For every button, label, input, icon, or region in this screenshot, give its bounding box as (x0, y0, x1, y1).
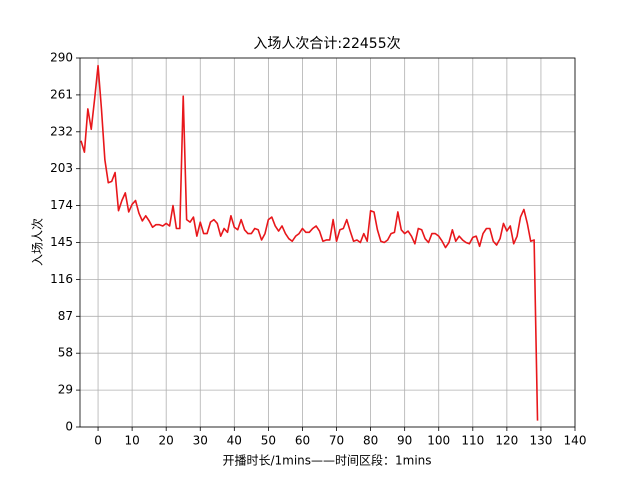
x-tick-label: 120 (495, 434, 518, 448)
x-tick-label: 60 (295, 434, 310, 448)
y-tick-label: 174 (50, 198, 73, 212)
x-tick-label: 80 (363, 434, 378, 448)
x-tick-label: 0 (94, 434, 102, 448)
x-tick-label: 140 (564, 434, 587, 448)
y-tick-label: 232 (50, 124, 73, 138)
x-tick-label: 70 (329, 434, 344, 448)
data-line (80, 64, 539, 421)
y-tick-label: 116 (50, 272, 73, 286)
chart-title: 入场人次合计:22455次 (253, 36, 400, 52)
y-axis-label: 入场人次 (31, 218, 45, 266)
x-tick-label: 130 (529, 434, 552, 448)
x-tick-label: 100 (427, 434, 450, 448)
y-tick-label: 87 (58, 309, 73, 323)
y-tick-label: 29 (58, 383, 73, 397)
y-tick-label: 58 (58, 346, 73, 360)
y-tick-label: 0 (65, 420, 73, 434)
plot-frame (79, 57, 576, 428)
x-tick-label: 10 (124, 434, 139, 448)
x-tick-label: 40 (227, 434, 242, 448)
x-tick-label: 110 (461, 434, 484, 448)
y-tick-label: 145 (50, 235, 73, 249)
x-tick-label: 20 (159, 434, 174, 448)
y-tick-label: 261 (50, 87, 73, 101)
x-tick-label: 30 (193, 434, 208, 448)
x-tick-label: 90 (397, 434, 412, 448)
x-axis-label: 开播时长/1mins——时间区段：1mins (222, 453, 431, 468)
x-tick-label: 50 (261, 434, 276, 448)
y-tick-label: 290 (50, 51, 73, 65)
y-tick-label: 203 (50, 161, 73, 175)
